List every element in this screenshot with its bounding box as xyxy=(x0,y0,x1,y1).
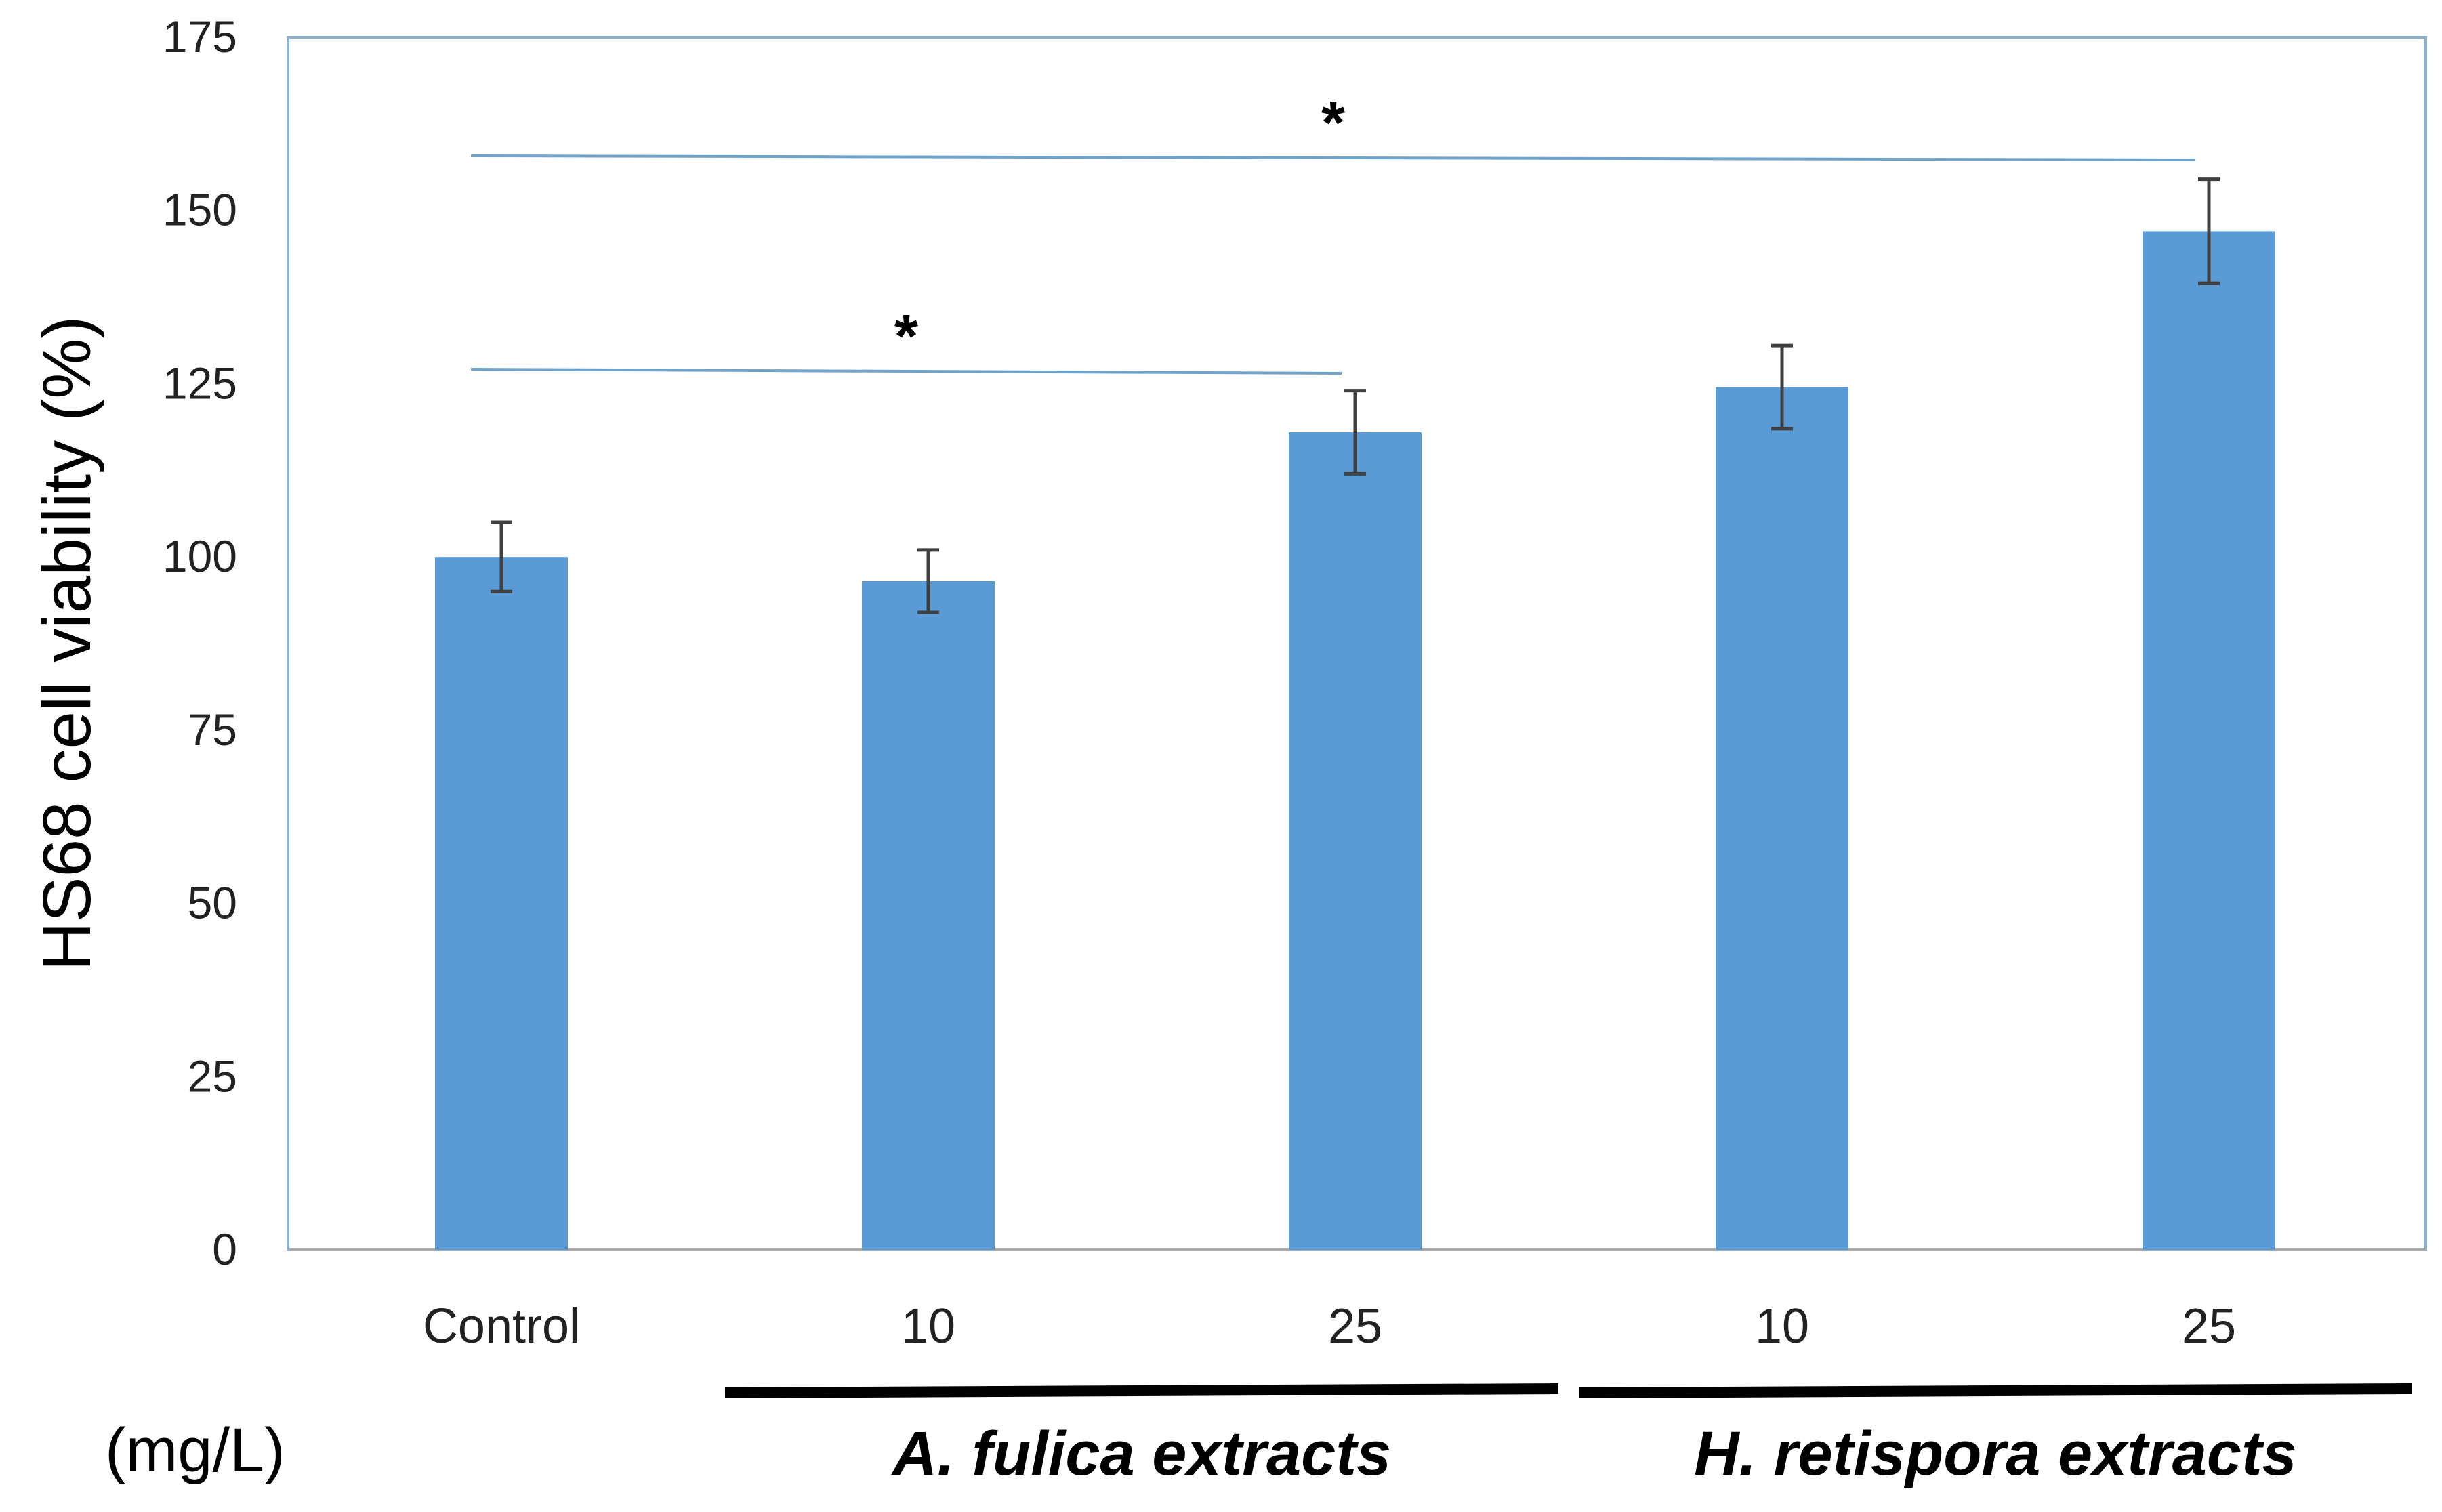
y-tick-label: 150 xyxy=(163,185,237,235)
bar xyxy=(1716,387,1848,1250)
y-tick-label: 125 xyxy=(163,358,237,408)
significance-star: * xyxy=(894,303,918,371)
significance-line xyxy=(470,368,1342,375)
x-tick-label: 10 xyxy=(1755,1299,1809,1353)
y-tick-label: 50 xyxy=(188,878,237,928)
significance-line xyxy=(470,154,2196,161)
y-axis-title: HS68 cell viability (%) xyxy=(29,316,105,971)
group-label: H. retispora extracts xyxy=(1694,1419,2297,1488)
x-tick-label: Control xyxy=(423,1299,580,1353)
y-tick-label: 75 xyxy=(188,705,237,755)
group-underline xyxy=(724,1383,1559,1398)
unit-label: (mg/L) xyxy=(105,1416,285,1485)
bar xyxy=(862,581,995,1250)
y-tick-label: 0 xyxy=(212,1224,237,1274)
bar xyxy=(435,557,568,1250)
y-tick-label: 175 xyxy=(163,12,237,62)
significance-star: * xyxy=(1321,89,1345,157)
bar xyxy=(2143,231,2275,1250)
group-label: A. fulica extracts xyxy=(891,1419,1391,1488)
x-tick-label: 25 xyxy=(1328,1299,1382,1353)
y-tick-label: 100 xyxy=(163,531,237,581)
x-tick-label: 25 xyxy=(2182,1299,2236,1353)
x-tick-label: 10 xyxy=(901,1299,955,1353)
group-underline xyxy=(1578,1383,2413,1398)
bar xyxy=(1289,432,1422,1250)
y-tick-label: 25 xyxy=(188,1051,237,1101)
